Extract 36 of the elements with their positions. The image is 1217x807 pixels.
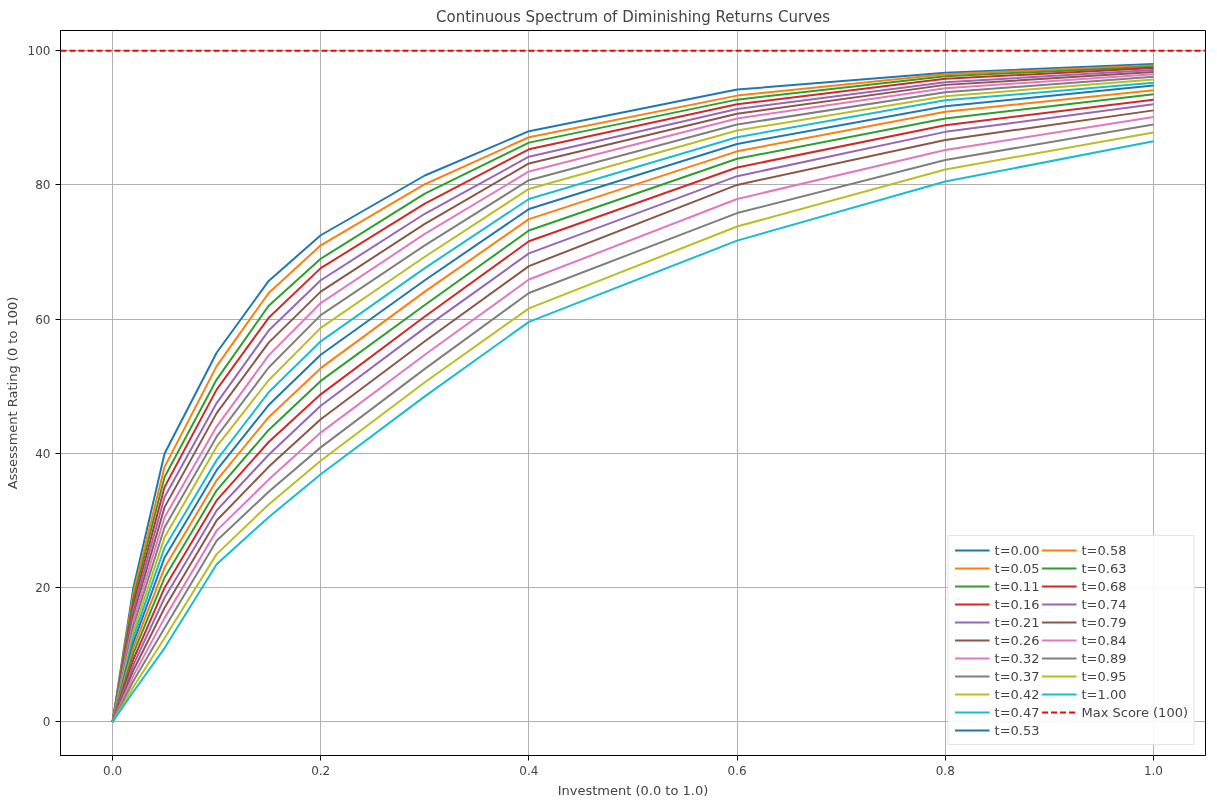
legend-label: Max Score (100) bbox=[1081, 704, 1188, 720]
legend-label: t=0.58 bbox=[1081, 542, 1127, 558]
x-tick-label: 0.0 bbox=[103, 763, 123, 778]
legend-label: t=0.63 bbox=[1081, 560, 1127, 576]
legend-label: t=0.84 bbox=[1081, 632, 1127, 648]
legend-label: t=0.37 bbox=[994, 668, 1040, 684]
legend-label: t=0.11 bbox=[994, 578, 1040, 594]
y-tick-label: 80 bbox=[35, 178, 51, 193]
legend-label: t=0.42 bbox=[994, 686, 1040, 702]
x-tick-label: 0.4 bbox=[519, 763, 539, 778]
y-tick-label: 60 bbox=[35, 312, 51, 327]
legend-label: t=0.47 bbox=[994, 704, 1040, 720]
legend-label: t=0.21 bbox=[994, 614, 1040, 630]
chart-title: Continuous Spectrum of Diminishing Returns Curves bbox=[435, 7, 831, 26]
legend-label: t=0.05 bbox=[994, 560, 1040, 576]
legend-label: t=0.79 bbox=[1081, 614, 1127, 630]
legend-label: t=0.53 bbox=[994, 722, 1040, 738]
y-tick-label: 20 bbox=[35, 581, 51, 596]
legend-label: t=0.95 bbox=[1081, 668, 1127, 684]
x-tick-label: 0.8 bbox=[935, 763, 955, 778]
legend-label: t=0.00 bbox=[994, 542, 1040, 558]
legend-label: t=1.00 bbox=[1081, 686, 1127, 702]
legend-label: t=0.74 bbox=[1081, 596, 1127, 612]
x-tick-label: 1.0 bbox=[1143, 763, 1164, 778]
y-tick-label: 100 bbox=[27, 44, 51, 59]
legend-label: t=0.26 bbox=[994, 632, 1040, 648]
x-axis-title: Investment (0.0 to 1.0) bbox=[557, 782, 709, 798]
legend-label: t=0.89 bbox=[1081, 650, 1127, 666]
x-tick-label: 0.2 bbox=[311, 763, 331, 778]
legend-label: t=0.16 bbox=[994, 596, 1040, 612]
legend-label: t=0.68 bbox=[1081, 578, 1127, 594]
y-tick-label: 40 bbox=[35, 446, 51, 461]
y-tick-label: 0 bbox=[42, 715, 51, 730]
x-tick-label: 0.6 bbox=[727, 763, 747, 778]
y-axis-title: Assessment Rating (0 to 100) bbox=[4, 296, 20, 490]
legend-label: t=0.32 bbox=[994, 650, 1040, 666]
